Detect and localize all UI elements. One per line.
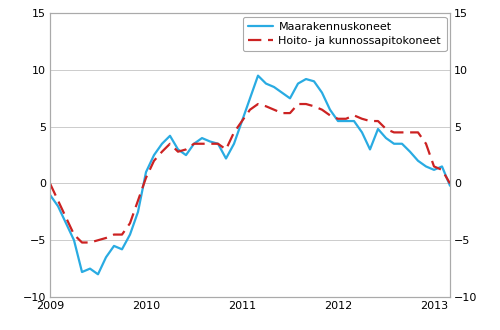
Legend: Maarakennuskoneet, Hoito- ja kunnossapitokoneet: Maarakennuskoneet, Hoito- ja kunnossapit… bbox=[243, 16, 446, 51]
